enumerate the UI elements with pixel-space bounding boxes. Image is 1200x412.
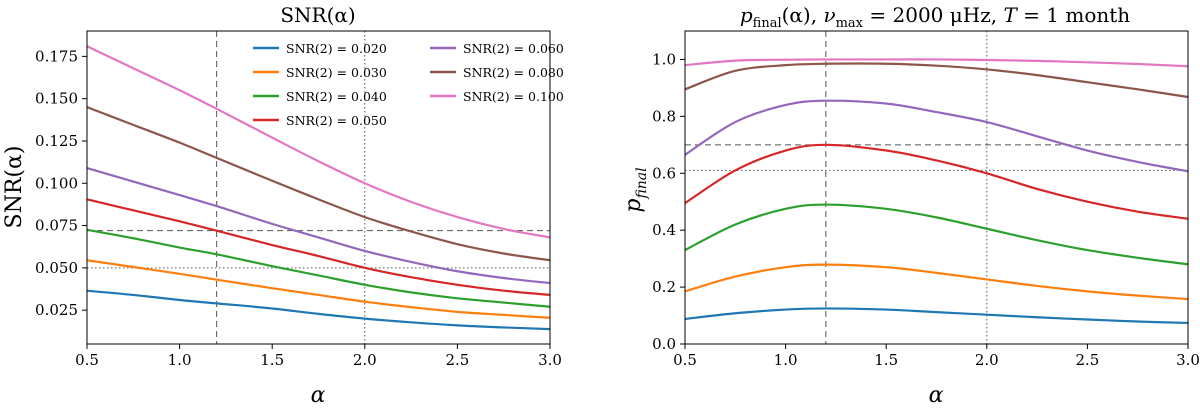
legend-label: SNR(2) = 0.100: [463, 89, 564, 104]
snr-chart-series-line: [86, 198, 551, 297]
pfinal-chart-xtick-label: 1.0: [774, 351, 798, 369]
pfinal-chart: pfinal(α), νmax = 2000 μHz, T = 1 month …: [621, 3, 1200, 408]
snr-chart-ytick-label: 0.125: [35, 132, 78, 150]
pfinal-chart-xlabel: α: [929, 383, 944, 408]
pfinal-chart-ytick-label: 0.2: [652, 278, 676, 296]
snr-chart-title: SNR(α): [280, 3, 355, 27]
pfinal-chart-series-line: [684, 143, 1189, 220]
legend-label: SNR(2) = 0.030: [286, 65, 387, 80]
snr-chart-xtick-label: 1.0: [168, 351, 192, 369]
pfinal-chart-xtick-label: 1.5: [874, 351, 898, 369]
pfinal-chart-series-line: [684, 307, 1189, 325]
snr-chart: SNR(α) 0.5 1.0 1.5 2.0 2.5 3.0 0.025 0.050 0.075…: [2, 3, 564, 408]
snr-chart-series-line: [86, 45, 551, 239]
pfinal-chart-xtick-label: 2.5: [1075, 351, 1099, 369]
snr-chart-frame: [86, 30, 551, 345]
snr-chart-xtick-label: 3.0: [538, 351, 562, 369]
snr-chart-xtick-label: 2.5: [445, 351, 469, 369]
pfinal-chart-series-line: [684, 58, 1189, 68]
pfinal-chart-series-line: [684, 203, 1189, 266]
pfinal-chart-ytick-label: 1.0: [652, 50, 676, 68]
snr-chart-ytick-label: 0.025: [35, 301, 78, 319]
snr-chart-series-line: [86, 289, 551, 331]
snr-chart-xtick-label: 2.0: [353, 351, 377, 369]
pfinal-chart-series-line: [684, 263, 1189, 301]
snr-chart-xlabel: α: [311, 383, 326, 408]
pfinal-chart-title: pfinal(α), νmax = 2000 μHz, T = 1 month: [740, 3, 1130, 31]
pfinal-chart-ylabel: pfinal: [621, 167, 650, 212]
pfinal-chart-xtick-label: 0.5: [673, 351, 697, 369]
pfinal-chart-xtick-label: 3.0: [1176, 351, 1200, 369]
snr-chart-ytick-label: 0.075: [35, 217, 78, 235]
snr-chart-series-line: [86, 259, 551, 319]
pfinal-chart-series-line: [684, 99, 1189, 173]
pfinal-chart-ytick-label: 0.0: [652, 335, 676, 353]
snr-chart-ytick-label: 0.175: [35, 47, 78, 65]
snr-chart-ytick-label: 0.050: [35, 259, 78, 277]
snr-chart-series-line: [86, 106, 551, 262]
snr-chart-ytick-label: 0.100: [35, 174, 78, 192]
pfinal-chart-ytick-label: 0.6: [652, 164, 676, 182]
legend-label: SNR(2) = 0.040: [286, 89, 387, 104]
legend-label: SNR(2) = 0.080: [463, 65, 564, 80]
snr-chart-xtick-label: 1.5: [260, 351, 284, 369]
pfinal-chart-series-line: [684, 62, 1189, 99]
pfinal-chart-frame: [684, 30, 1189, 345]
snr-chart-ylabel: SNR(α): [2, 146, 27, 229]
legend-label: SNR(2) = 0.020: [286, 41, 387, 56]
legend-label: SNR(2) = 0.050: [286, 113, 387, 128]
pfinal-chart-ytick-label: 0.8: [652, 107, 676, 125]
snr-chart-series-line: [86, 166, 551, 285]
pfinal-chart-ytick-label: 0.4: [652, 221, 676, 239]
snr-chart-ytick-label: 0.150: [35, 90, 78, 108]
snr-chart-series-line: [86, 228, 551, 308]
pfinal-chart-xtick-label: 2.0: [975, 351, 999, 369]
legend-label: SNR(2) = 0.060: [463, 41, 564, 56]
snr-chart-xtick-label: 0.5: [75, 351, 99, 369]
snr-chart-legend: SNR(2) = 0.020 SNR(2) = 0.030 SNR(2) = 0.0…: [253, 41, 564, 128]
